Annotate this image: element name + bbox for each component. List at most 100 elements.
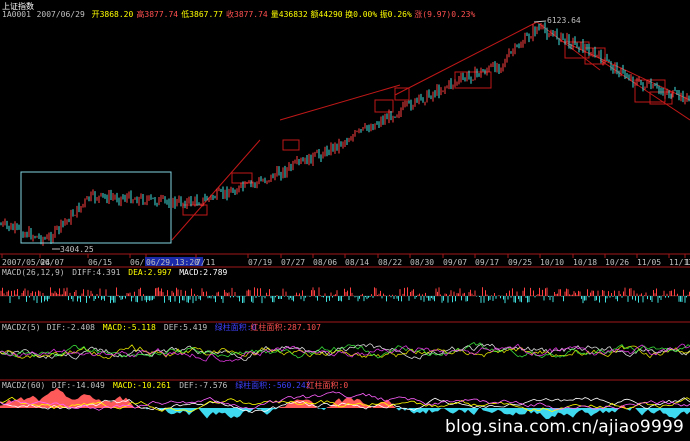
macdz60-bar — [180, 408, 183, 414]
macdz60-bar — [642, 408, 645, 416]
x-tick-label: 11/2 — [685, 258, 690, 267]
macdz60-bar — [579, 408, 582, 412]
range-box — [282, 139, 300, 151]
macdz60-bar — [543, 408, 546, 420]
header-field: 2007/06/29 — [37, 10, 85, 19]
macdz60-bar — [150, 407, 153, 409]
macdz60-bar — [447, 408, 450, 413]
macdz60-bar — [600, 408, 603, 414]
x-tick-label: 10/18 — [573, 258, 597, 267]
x-tick-label: 08/06 — [313, 258, 337, 267]
macdz60-bar — [630, 406, 633, 411]
macd-panel-label: MACD(26,12,9) DIFF:4.391 DEA:2.997 MACD:2.7… — [2, 268, 228, 277]
macdz60-bar — [72, 399, 75, 408]
header-field: 低3867.77 — [181, 9, 223, 19]
macdz60-bar — [120, 396, 123, 408]
macdz60-bar — [672, 408, 675, 419]
macdz5-line — [0, 343, 690, 363]
macdz60-bar — [498, 408, 501, 412]
indicator-name: MACD(26,12,9) — [2, 268, 65, 277]
x-tick-label: 06/29,13:20 — [146, 258, 199, 267]
macdz60-bar — [54, 387, 57, 408]
range-box — [374, 99, 394, 113]
macdz60-bar — [201, 408, 204, 416]
macdz60-bar — [117, 396, 120, 408]
macdz60-bar — [648, 408, 651, 413]
macdz60-bar — [225, 408, 228, 416]
header-field: 开3868.20 — [92, 10, 134, 19]
macdz60-bar — [489, 408, 492, 414]
macdz60-bar — [363, 403, 366, 408]
macdz60-bar — [609, 408, 612, 413]
x-tick-label: 11/05 — [637, 258, 661, 267]
macdz60-bar — [510, 408, 513, 416]
macdz60-bar — [168, 408, 171, 415]
macdz60-bar — [285, 403, 288, 408]
header-field: 量436832 — [271, 10, 308, 19]
macdz60-bar — [351, 397, 354, 408]
macdz60-bar — [438, 408, 441, 412]
macdz60-bar — [441, 408, 444, 409]
macdz60-bar — [141, 406, 144, 409]
macdz60-bar — [60, 390, 63, 408]
macdz60-bar — [474, 408, 477, 415]
macdz60-bar — [345, 397, 348, 408]
macdz60-bar — [24, 398, 27, 408]
macdz60-bar — [612, 408, 615, 413]
macdz60-bar — [90, 395, 93, 408]
macdz60-bar — [453, 408, 456, 414]
macdz60-bar — [594, 408, 597, 414]
chart-title: 上证指数 — [2, 1, 34, 11]
indicator-name: MACDZ(60) — [2, 381, 45, 390]
x-tick-label: 08/22 — [378, 258, 402, 267]
macdz60-bar — [651, 408, 654, 414]
macdz60-line — [0, 391, 690, 411]
macdz60-bar — [519, 408, 522, 415]
macdz60-bar — [468, 408, 471, 413]
macdz60-bar — [348, 397, 351, 408]
macdz60-bar — [306, 399, 309, 408]
macdz60-bar — [678, 408, 681, 417]
macdz60-bar — [87, 394, 90, 408]
macdz5-line — [0, 341, 690, 359]
peak-label: 6123.64 — [547, 16, 581, 25]
header-field: 换0.00% — [345, 9, 377, 19]
macdz60-bar — [372, 405, 375, 409]
macdz60-bar — [585, 408, 588, 413]
macdz60-bar — [675, 408, 678, 419]
macdz60-bar — [570, 408, 573, 418]
peak-annotation: 6123.64 — [533, 16, 581, 25]
trend-line — [279, 84, 401, 121]
indicator-name: MACDZ(5) — [2, 323, 41, 332]
macdz60-bar — [459, 408, 462, 411]
macdz60-bar — [255, 407, 258, 410]
macdz60-bar — [288, 402, 291, 408]
macdz60-bar — [15, 399, 18, 408]
macdz60-bar — [597, 408, 600, 413]
indicator-field: 红柱面积:287.107 — [250, 322, 321, 332]
macdz60-bar — [495, 408, 498, 412]
macdz60-bar — [63, 392, 66, 408]
x-tick-label: 08/30 — [410, 258, 434, 267]
macdz60-bar — [30, 395, 33, 408]
x-tick-label: 08/14 — [345, 258, 369, 267]
x-tick-label: 06/15 — [88, 258, 112, 267]
macdz60-bar — [45, 394, 48, 408]
macdz60-line — [0, 396, 690, 413]
macdz60-bar — [108, 400, 111, 408]
macdz60-bar — [666, 408, 669, 417]
range-box — [231, 172, 253, 184]
macdz60-bar — [216, 408, 219, 415]
macdz60-bar — [546, 408, 549, 420]
x-tick-label: 06/25 — [130, 258, 154, 267]
macdz60-bar — [471, 408, 474, 415]
macdz60-bar — [228, 408, 231, 419]
macdz60-bar — [639, 408, 642, 416]
indicator-field: 红柱面积:0 — [307, 380, 349, 390]
macdz60-bar — [0, 405, 3, 408]
macdz60-bar — [282, 406, 285, 408]
macdz60-bar — [462, 408, 465, 413]
macd-histogram — [0, 287, 690, 304]
